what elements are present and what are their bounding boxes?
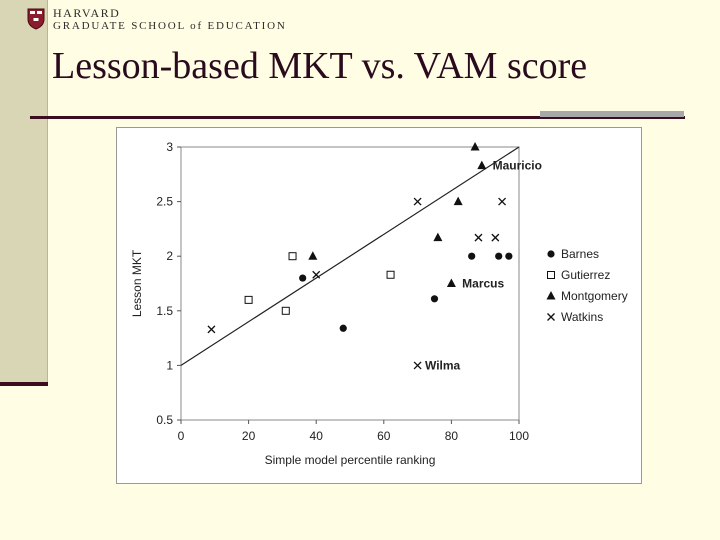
annotation-mauricio: Mauricio — [493, 159, 542, 173]
y-tick-label: 2 — [166, 249, 173, 263]
data-point-watkins — [207, 325, 216, 334]
legend-label-watkins: Watkins — [561, 310, 603, 324]
data-point-montgomery — [446, 278, 456, 287]
plot-area — [180, 146, 520, 421]
legend-marker-watkins — [547, 313, 555, 321]
annotation-wilma: Wilma — [425, 358, 461, 372]
data-point-gutierrez — [288, 252, 297, 261]
x-tick-label: 60 — [377, 429, 391, 443]
scatter-chart: 0.5 1 1.5 2 2.5 3 0 20 40 60 80 100 Simple model per… — [130, 140, 628, 467]
left-decor-bar-cap — [0, 382, 48, 386]
slide-title: Lesson-based MKT vs. VAM score — [52, 45, 588, 87]
title-rule-accent — [540, 111, 684, 117]
data-point-barnes — [299, 274, 307, 282]
y-tick-label: 3 — [166, 140, 173, 154]
x-tick-label: 0 — [178, 429, 185, 443]
harvard-shield-icon — [27, 8, 45, 30]
y-tick-label: 1.5 — [156, 304, 173, 318]
data-point-watkins — [413, 361, 422, 370]
x-tick-label: 80 — [445, 429, 459, 443]
legend-marker-barnes — [547, 250, 555, 258]
y-tick-label: 0.5 — [156, 413, 173, 427]
data-point-montgomery — [477, 160, 487, 170]
y-axis-label: Lesson MKT — [130, 249, 144, 317]
data-point-montgomery — [433, 232, 443, 242]
data-point-watkins — [491, 233, 500, 242]
legend-label-barnes: Barnes — [561, 247, 599, 261]
data-point-watkins — [312, 270, 321, 279]
data-point-barnes — [468, 252, 476, 260]
logo-line-1: HARVARD — [53, 5, 121, 20]
data-point-gutierrez — [244, 295, 253, 304]
x-tick-label: 20 — [242, 429, 256, 443]
data-point-montgomery — [453, 196, 463, 206]
annotation-marcus: Marcus — [462, 277, 504, 291]
data-point-barnes — [495, 252, 503, 260]
data-point-gutierrez — [281, 306, 290, 315]
legend-marker-gutierrez — [547, 271, 555, 279]
legend-label-montgomery: Montgomery — [561, 289, 628, 303]
data-point-watkins — [474, 233, 483, 242]
trendline — [180, 146, 520, 366]
legend-marker-montgomery — [546, 291, 556, 300]
data-point-watkins — [413, 197, 422, 206]
x-tick-label: 40 — [310, 429, 324, 443]
y-tick-label: 2.5 — [156, 195, 173, 209]
legend-label-gutierrez: Gutierrez — [561, 268, 610, 282]
data-point-barnes — [505, 252, 513, 260]
logo-line-2: GRADUATE SCHOOL of EDUCATION — [53, 19, 287, 32]
data-point-montgomery — [308, 251, 318, 260]
harvard-logo: HARVARD GRADUATE SCHOOL of EDUCATION — [27, 7, 287, 31]
chart-container: 0.5 1 1.5 2 2.5 3 0 20 40 60 80 100 Simple model per… — [116, 127, 642, 484]
data-point-gutierrez — [386, 270, 395, 279]
left-decor-bar — [0, 0, 48, 384]
x-axis-label: Simple model percentile ranking — [265, 453, 436, 467]
x-tick-label: 100 — [509, 429, 529, 443]
y-tick-label: 1 — [166, 358, 173, 372]
data-point-barnes — [430, 295, 439, 303]
data-point-barnes — [339, 324, 347, 332]
title-rule — [30, 116, 685, 119]
data-point-watkins — [498, 197, 507, 206]
data-point-montgomery — [470, 142, 480, 151]
